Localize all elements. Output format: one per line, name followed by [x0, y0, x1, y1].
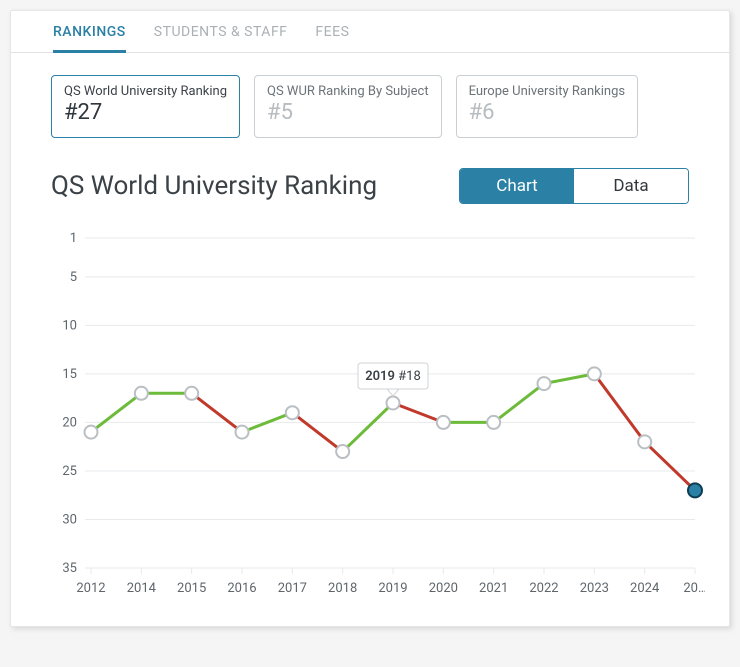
svg-text:5: 5 [70, 269, 77, 284]
svg-text:25: 25 [62, 463, 77, 478]
ranking-card: RANKINGS STUDENTS & STAFF FEES QS World … [10, 10, 730, 627]
chart-area: 1510152025303520122014201520162017201820… [11, 208, 729, 608]
toggle-chart[interactable]: Chart [460, 169, 574, 203]
svg-text:2022: 2022 [529, 581, 558, 596]
rank-card-label: QS World University Ranking [64, 84, 227, 99]
svg-text:15: 15 [62, 366, 77, 381]
page-title: QS World University Ranking [51, 171, 377, 201]
svg-text:10: 10 [62, 318, 77, 333]
svg-text:2016: 2016 [227, 581, 256, 596]
toggle-data[interactable]: Data [574, 169, 688, 203]
rank-card-europe[interactable]: Europe University Rankings #6 [456, 75, 639, 138]
svg-text:30: 30 [62, 512, 77, 527]
svg-text:2019 #18: 2019 #18 [365, 369, 421, 384]
svg-text:2023: 2023 [580, 581, 609, 596]
svg-text:2017: 2017 [278, 581, 307, 596]
svg-text:2024: 2024 [630, 581, 660, 596]
rank-card-qs-subject[interactable]: QS WUR Ranking By Subject #5 [254, 75, 442, 138]
svg-text:2018: 2018 [328, 581, 357, 596]
svg-text:20…: 20… [683, 581, 705, 596]
tab-students-staff[interactable]: STUDENTS & STAFF [154, 16, 288, 53]
svg-text:20: 20 [62, 415, 77, 430]
svg-text:2015: 2015 [177, 581, 206, 596]
tab-rankings[interactable]: RANKINGS [53, 16, 126, 53]
rank-card-value: #27 [64, 99, 227, 127]
rank-card-row: QS World University Ranking #27 QS WUR R… [11, 53, 729, 146]
tab-bar: RANKINGS STUDENTS & STAFF FEES [11, 11, 729, 53]
rank-card-value: #6 [469, 99, 626, 127]
svg-text:2020: 2020 [429, 581, 458, 596]
rank-card-qs-world[interactable]: QS World University Ranking #27 [51, 75, 240, 138]
svg-text:2012: 2012 [76, 581, 105, 596]
tab-fees[interactable]: FEES [315, 16, 349, 53]
view-toggle: Chart Data [459, 168, 689, 204]
ranking-line-chart: 1510152025303520122014201520162017201820… [35, 218, 705, 608]
rank-card-value: #5 [267, 99, 429, 127]
rank-card-label: QS WUR Ranking By Subject [267, 84, 429, 99]
rank-card-label: Europe University Rankings [469, 84, 626, 99]
svg-text:2014: 2014 [127, 581, 157, 596]
title-row: QS World University Ranking Chart Data [11, 146, 729, 208]
svg-text:35: 35 [62, 561, 77, 576]
svg-text:2019: 2019 [378, 581, 407, 596]
svg-text:2021: 2021 [479, 581, 508, 596]
svg-text:1: 1 [70, 231, 77, 246]
